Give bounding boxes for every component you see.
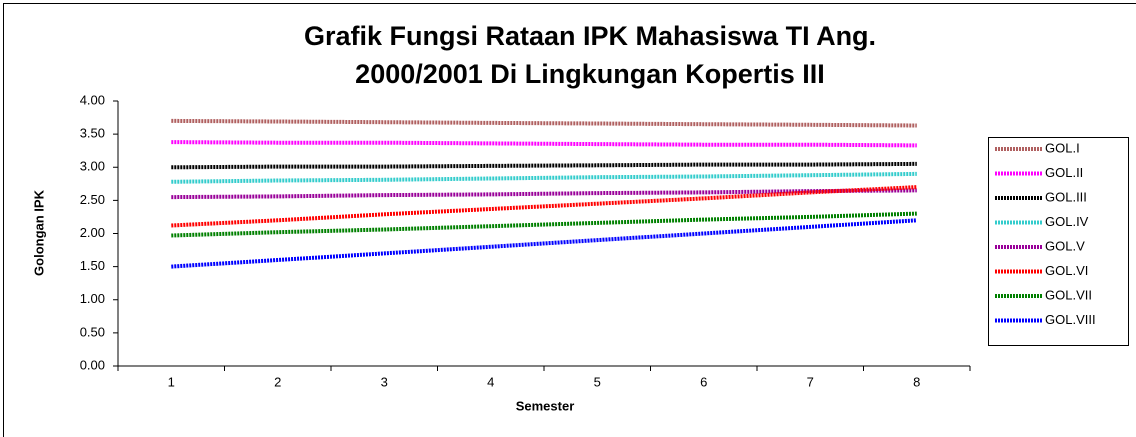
x-tick-label: 6: [700, 374, 707, 389]
legend-label: GOL.II: [1045, 165, 1083, 180]
legend-label: GOL.VII: [1045, 287, 1092, 302]
y-tick-label: 3.50: [80, 126, 105, 141]
legend-label: GOL.VI: [1045, 263, 1088, 278]
y-tick-label: 2.50: [80, 192, 105, 207]
y-tick-label: 0.00: [80, 357, 105, 372]
chart-title: Grafik Fungsi Rataan IPK Mahasiswa TI An…: [304, 21, 876, 51]
chart-title: 2000/2001 Di Lingkungan Kopertis III: [355, 59, 825, 89]
series-line: [171, 161, 917, 170]
series-line: [171, 171, 917, 184]
x-tick-label: 2: [274, 374, 281, 389]
series-line: [171, 118, 917, 128]
series-line: [171, 188, 917, 200]
y-tick-label: 4.00: [80, 92, 105, 107]
legend-label: GOL.I: [1045, 140, 1080, 155]
series-line: [171, 140, 917, 148]
x-axis-title: Semester: [516, 398, 575, 413]
legend-label: GOL.IV: [1045, 214, 1089, 229]
x-tick-label: 8: [913, 374, 920, 389]
series-line: [171, 218, 917, 269]
y-tick-label: 3.00: [80, 159, 105, 174]
x-tick-label: 4: [487, 374, 494, 389]
y-tick-label: 0.50: [80, 324, 105, 339]
y-tick-label: 2.00: [80, 225, 105, 240]
legend-label: GOL.III: [1045, 189, 1087, 204]
legend-label: GOL.V: [1045, 238, 1085, 253]
y-tick-label: 1.50: [80, 258, 105, 273]
x-tick-label: 7: [807, 374, 814, 389]
x-tick-label: 3: [381, 374, 388, 389]
y-axis-title: Golongan IPK: [31, 189, 46, 276]
series-line: [171, 211, 917, 238]
legend-label: GOL.VIII: [1045, 312, 1096, 327]
y-tick-label: 1.00: [80, 291, 105, 306]
chart-frame: [3, 3, 1136, 437]
x-tick-label: 5: [594, 374, 601, 389]
x-tick-label: 1: [168, 374, 175, 389]
series-line: [171, 185, 917, 228]
